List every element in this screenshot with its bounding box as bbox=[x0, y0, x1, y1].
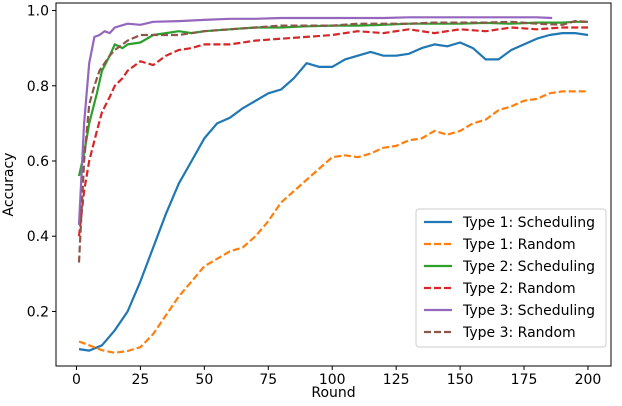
legend-label: Type 2: Random bbox=[462, 281, 576, 297]
legend-label: Type 1: Random bbox=[462, 237, 576, 253]
x-tick-label: 100 bbox=[319, 372, 346, 388]
series-line-2 bbox=[78, 90, 588, 354]
x-tick-label: 50 bbox=[195, 372, 213, 388]
legend-label: Type 3: Random bbox=[462, 325, 576, 341]
x-axis-label: Round bbox=[311, 385, 355, 401]
series-line-6 bbox=[77, 20, 589, 263]
series-line-5 bbox=[77, 16, 553, 225]
legend-label: Type 2: Scheduling bbox=[462, 259, 595, 275]
series-line-4 bbox=[77, 26, 588, 237]
x-tick-label: 0 bbox=[72, 372, 81, 388]
legend-box bbox=[415, 208, 607, 348]
x-tick-label: 150 bbox=[447, 372, 474, 388]
series-line-1 bbox=[78, 31, 589, 352]
legend: Type 1: Scheduling Type 1: Random Type 2: … bbox=[415, 208, 607, 348]
x-tick-label: 75 bbox=[259, 372, 277, 388]
y-tick-label: 0.8 bbox=[27, 79, 49, 95]
x-axis-ticks: 0 25 50 75 100 125 150 175 200 bbox=[72, 366, 601, 388]
y-tick-label: 0.2 bbox=[27, 304, 49, 320]
y-axis-ticks: 0.2 0.4 0.6 0.8 1.0 bbox=[27, 4, 56, 320]
x-tick-label: 175 bbox=[511, 372, 538, 388]
y-tick-label: 0.4 bbox=[27, 229, 49, 245]
y-tick-label: 1.0 bbox=[27, 4, 49, 20]
x-tick-label: 125 bbox=[383, 372, 410, 388]
y-tick-label: 0.6 bbox=[27, 154, 49, 170]
plot-frame bbox=[55, 2, 612, 367]
x-tick-label: 25 bbox=[131, 372, 149, 388]
legend-label: Type 3: Scheduling bbox=[462, 303, 595, 319]
series-layer bbox=[77, 16, 589, 354]
x-tick-label: 200 bbox=[575, 372, 602, 388]
y-axis-label: Accuracy bbox=[1, 153, 17, 217]
series-line-3 bbox=[77, 20, 588, 177]
legend-label: Type 1: Scheduling bbox=[462, 215, 595, 231]
